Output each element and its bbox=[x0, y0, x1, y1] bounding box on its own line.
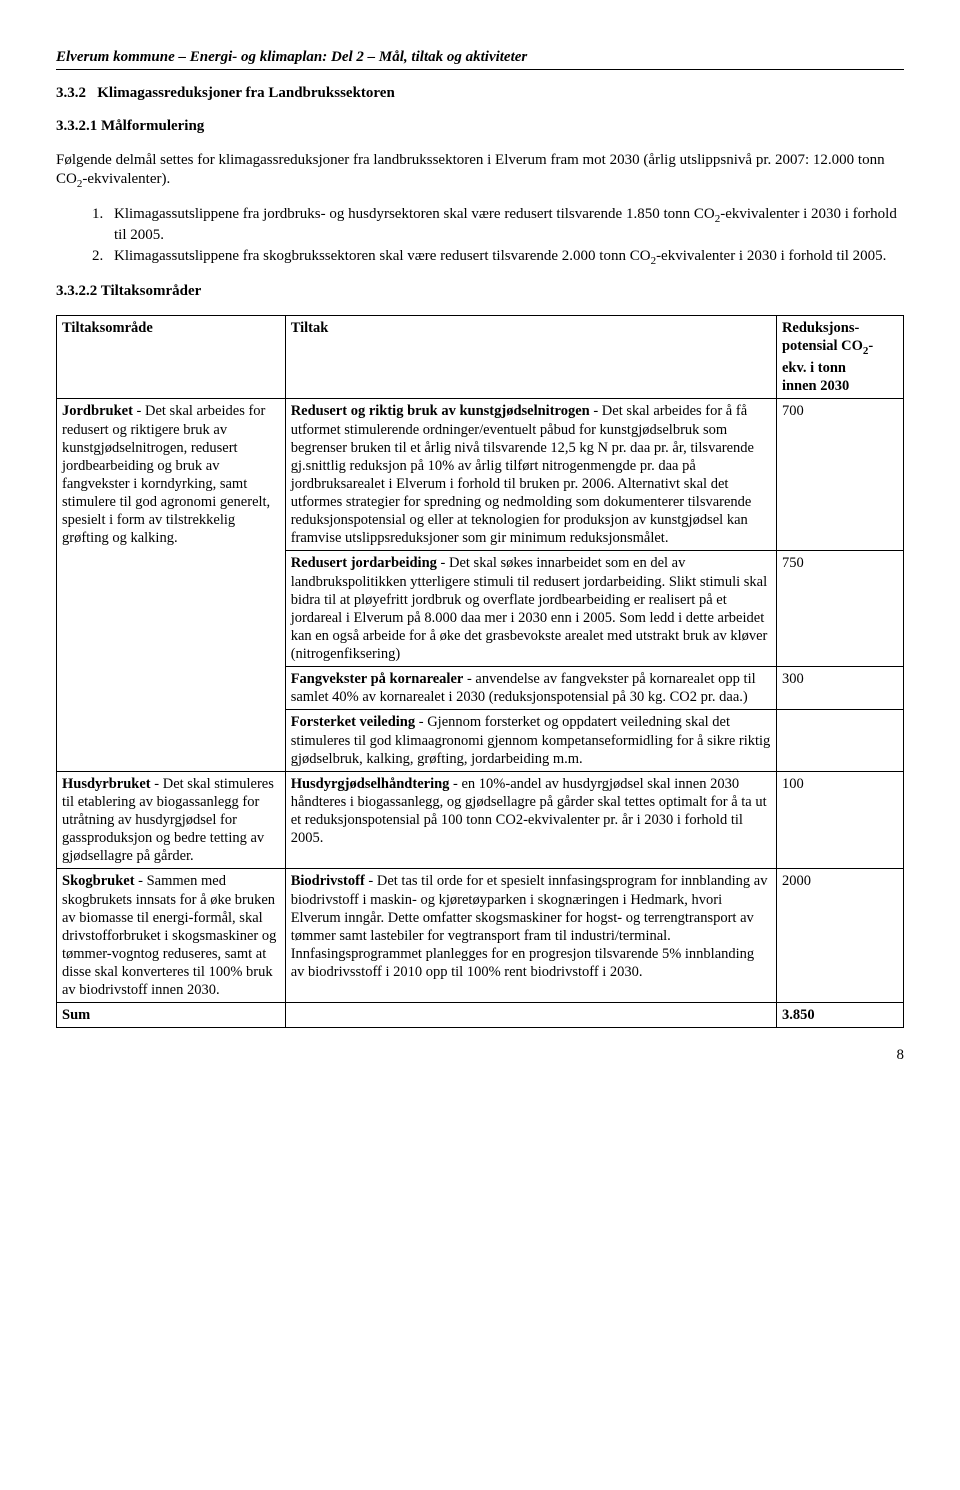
cell-sum-value: 3.850 bbox=[776, 1003, 903, 1028]
goal-number: 2. bbox=[92, 247, 114, 268]
cell-tiltak: Redusert jordarbeiding - Det skal søkes … bbox=[285, 551, 776, 667]
table-row: Husdyrbruket - Det skal stimuleres til e… bbox=[57, 771, 904, 869]
goal-text: Klimagassutslippene fra skogbrukssektore… bbox=[114, 247, 886, 268]
goal-item: 2. Klimagassutslippene fra skogbrukssekt… bbox=[92, 247, 904, 268]
cell-value-empty bbox=[776, 710, 903, 771]
table-header-row: Tiltaksområde Tiltak Reduksjons- potensi… bbox=[57, 316, 904, 399]
cell-tiltak: Redusert og riktig bruk av kunstgjødseln… bbox=[285, 399, 776, 551]
table-row: Skogbruket - Sammen med skogbrukets inns… bbox=[57, 869, 904, 1003]
cell-value: 100 bbox=[776, 771, 903, 869]
table-sum-row: Sum 3.850 bbox=[57, 1003, 904, 1028]
section-title: Klimagassreduksjoner fra Landbrukssektor… bbox=[97, 85, 395, 101]
tiltak-bold: Redusert jordarbeiding bbox=[291, 555, 437, 571]
cell-tiltak: Forsterket veileding - Gjennom forsterke… bbox=[285, 710, 776, 771]
tiltak-bold: Biodrivstoff bbox=[291, 873, 365, 889]
cell-value: 700 bbox=[776, 399, 903, 551]
subsection-1-title: Målformulering bbox=[101, 118, 204, 134]
area-bold: Skogbruket bbox=[62, 873, 135, 889]
cell-value: 300 bbox=[776, 667, 903, 710]
section-heading: 3.3.2 Klimagassreduksjoner fra Landbruks… bbox=[56, 84, 904, 103]
subsection-2-title: Tiltaksområder bbox=[101, 283, 202, 299]
table-row: Jordbruket - Det skal arbeides for redus… bbox=[57, 399, 904, 551]
cell-sum-label: Sum bbox=[57, 1003, 286, 1028]
tiltak-bold: Fangvekster på kornarealer bbox=[291, 671, 464, 687]
tiltak-rest: - Det skal arbeides for å få utformet st… bbox=[291, 403, 754, 546]
goal-pre: Klimagassutslippene fra jordbruks- og hu… bbox=[114, 206, 715, 222]
th-area: Tiltaksområde bbox=[57, 316, 286, 399]
intro-text: Følgende delmål settes for klimagassredu… bbox=[56, 152, 885, 187]
tiltak-table: Tiltaksområde Tiltak Reduksjons- potensi… bbox=[56, 315, 904, 1028]
th-tiltak: Tiltak bbox=[285, 316, 776, 399]
cell-area-skog: Skogbruket - Sammen med skogbrukets inns… bbox=[57, 869, 286, 1003]
th-red-line: - bbox=[868, 338, 873, 354]
th-reduksjon: Reduksjons- potensial CO2- ekv. i tonn i… bbox=[776, 316, 903, 399]
th-red-line: innen 2030 bbox=[782, 378, 849, 394]
goal-item: 1. Klimagassutslippene fra jordbruks- og… bbox=[92, 205, 904, 245]
th-red-line: ekv. i tonn bbox=[782, 360, 846, 376]
tiltak-bold: Forsterket veileding bbox=[291, 714, 415, 730]
cell-tiltak: Biodrivstoff - Det tas til orde for et s… bbox=[285, 869, 776, 1003]
subsection-heading-2: 3.3.2.2 Tiltaksområder bbox=[56, 282, 904, 301]
tiltak-bold: Redusert og riktig bruk av kunstgjødseln… bbox=[291, 403, 590, 419]
page-header: Elverum kommune – Energi- og klimaplan: … bbox=[56, 48, 904, 67]
cell-value: 2000 bbox=[776, 869, 903, 1003]
goal-number: 1. bbox=[92, 205, 114, 245]
cell-tiltak: Fangvekster på kornarealer - anvendelse … bbox=[285, 667, 776, 710]
goal-pre: Klimagassutslippene fra skogbrukssektore… bbox=[114, 248, 651, 264]
goal-text: Klimagassutslippene fra jordbruks- og hu… bbox=[114, 205, 904, 245]
area-bold: Jordbruket bbox=[62, 403, 133, 419]
area-rest: - Sammen med skogbrukets innsats for å ø… bbox=[62, 873, 276, 998]
area-rest: - Det skal arbeides for redusert og rikt… bbox=[62, 403, 270, 546]
intro-paragraph: Følgende delmål settes for klimagassredu… bbox=[56, 151, 904, 191]
area-bold: Husdyrbruket bbox=[62, 776, 151, 792]
goal-post: -ekvivalenter i 2030 i forhold til 2005. bbox=[656, 248, 886, 264]
th-red-line: potensial CO bbox=[782, 338, 863, 354]
cell-tiltak: Husdyrgjødselhåndtering - en 10%-andel a… bbox=[285, 771, 776, 869]
section-number: 3.3.2 bbox=[56, 85, 86, 101]
subsection-heading-1: 3.3.2.1 Målformulering bbox=[56, 117, 904, 136]
goals-list: 1. Klimagassutslippene fra jordbruks- og… bbox=[56, 205, 904, 268]
cell-sum-empty bbox=[285, 1003, 776, 1028]
tiltak-bold: Husdyrgjødselhåndtering bbox=[291, 776, 450, 792]
page-number: 8 bbox=[56, 1046, 904, 1065]
header-rule bbox=[56, 69, 904, 70]
th-red-line: Reduksjons- bbox=[782, 320, 859, 336]
subsection-1-number: 3.3.2.1 bbox=[56, 118, 97, 134]
cell-area-jordbruket: Jordbruket - Det skal arbeides for redus… bbox=[57, 399, 286, 771]
subsection-2-number: 3.3.2.2 bbox=[56, 283, 97, 299]
cell-area-husdyr: Husdyrbruket - Det skal stimuleres til e… bbox=[57, 771, 286, 869]
intro-tail: -ekvivalenter). bbox=[82, 171, 170, 187]
cell-value: 750 bbox=[776, 551, 903, 667]
